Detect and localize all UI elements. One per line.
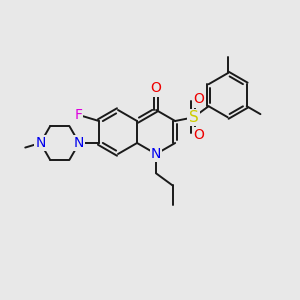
Text: N: N — [151, 147, 161, 161]
Text: O: O — [151, 82, 161, 95]
Text: F: F — [74, 108, 82, 122]
Text: N: N — [35, 136, 46, 150]
Text: N: N — [74, 136, 84, 150]
Text: S: S — [189, 110, 198, 125]
Text: O: O — [193, 92, 204, 106]
Text: O: O — [193, 128, 204, 142]
